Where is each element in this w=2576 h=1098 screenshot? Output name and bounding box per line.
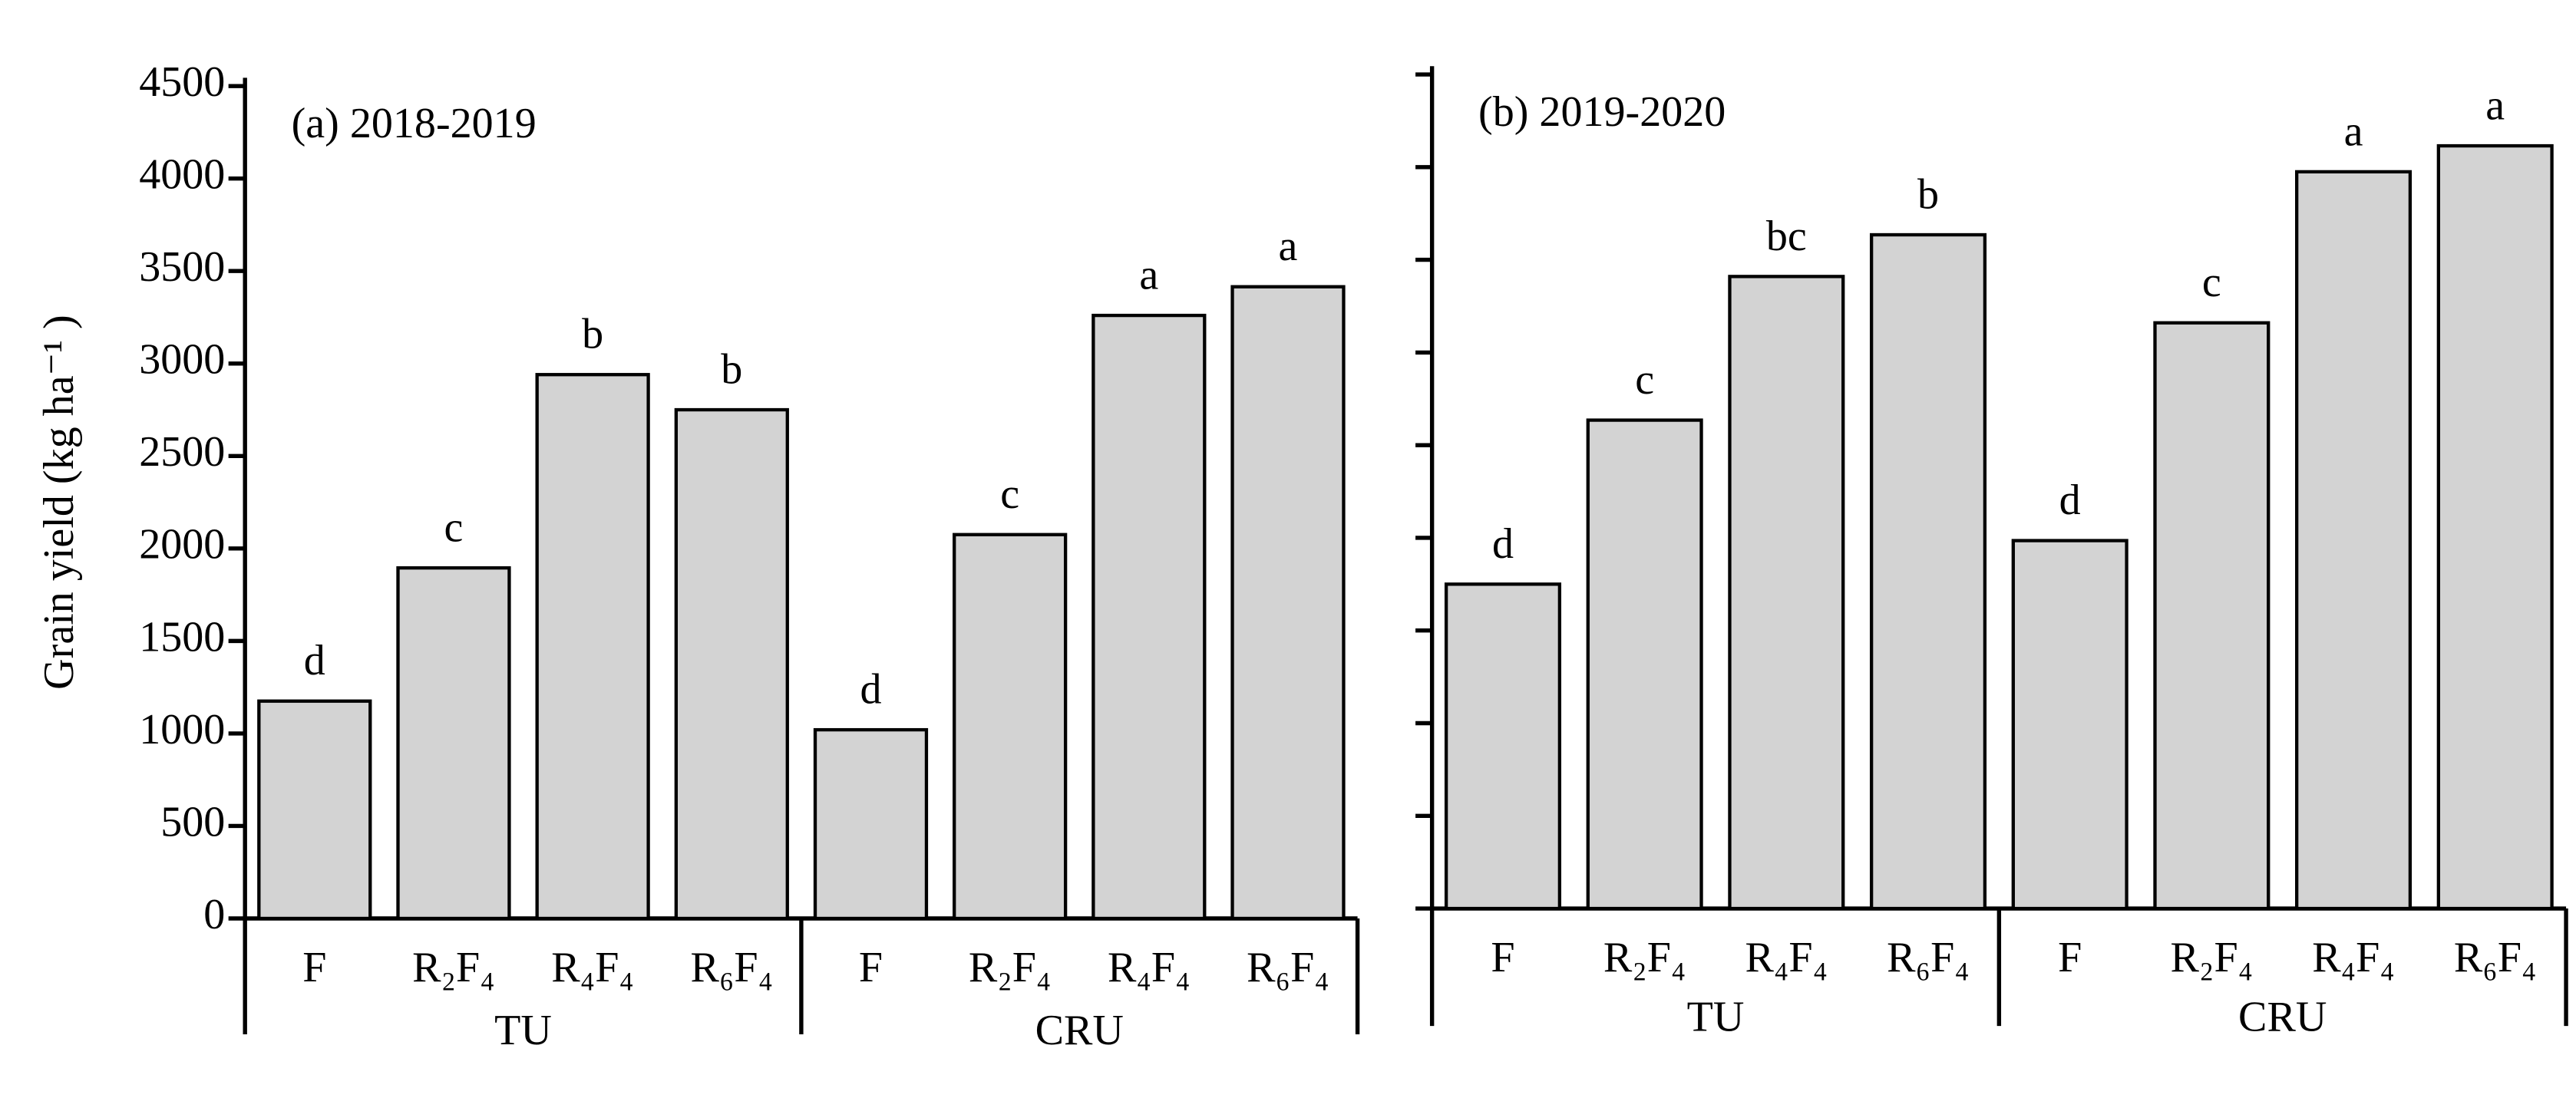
significance-letter: a	[2485, 81, 2505, 129]
significance-letter: a	[2344, 107, 2363, 155]
bar	[257, 699, 372, 921]
significance-letter: c	[444, 504, 464, 552]
significance-letter: c	[2202, 259, 2221, 306]
group-label: TU	[494, 1007, 552, 1054]
x-tick-label: F	[1491, 934, 1514, 981]
y-tick-label: 4000	[139, 151, 225, 199]
bar	[535, 373, 650, 921]
bar	[1728, 275, 1845, 911]
x-tick-label: F	[2058, 934, 2082, 981]
bar	[1586, 418, 1703, 911]
bar	[1230, 285, 1346, 921]
significance-letter: d	[860, 666, 881, 714]
x-tick-label: F	[859, 944, 883, 991]
y-tick-label: 3000	[139, 336, 225, 384]
x-tick-label: R₂F₄	[1603, 934, 1686, 981]
x-tick-label: R₂F₄	[412, 944, 495, 991]
significance-letter: d	[1492, 520, 1514, 568]
y-tick-label: 0	[203, 891, 225, 938]
significance-letter: c	[1635, 356, 1654, 404]
bar	[1444, 582, 1562, 911]
significance-letter: b	[721, 345, 742, 393]
bar	[396, 565, 511, 921]
group-label: CRU	[2238, 994, 2327, 1041]
significance-letter: a	[1279, 223, 1298, 270]
significance-letter: b	[582, 311, 603, 358]
bar	[2153, 321, 2271, 911]
significance-letter: d	[304, 637, 325, 684]
panel-title: (b) 2019-2020	[1478, 88, 1726, 136]
group-label: TU	[1687, 994, 1745, 1041]
significance-letter: b	[1917, 170, 1939, 218]
x-tick-label: R₄F₄	[1745, 934, 1828, 981]
significance-letter: d	[2059, 476, 2081, 524]
y-tick-label: 500	[160, 798, 225, 846]
significance-letter: bc	[1766, 213, 1807, 260]
panel-title: (a) 2018-2019	[292, 100, 537, 147]
bar	[2295, 170, 2413, 911]
x-tick-label: R₆F₄	[2454, 934, 2537, 981]
y-tick-label: 4500	[139, 58, 225, 106]
x-tick-label: R₂F₄	[969, 944, 1052, 991]
group-label: CRU	[1035, 1007, 1124, 1054]
y-tick-label: 3500	[139, 243, 225, 291]
bar	[2011, 539, 2129, 911]
bar	[953, 533, 1068, 921]
y-tick-label: 2500	[139, 428, 225, 476]
bar	[1091, 313, 1207, 921]
x-tick-label: F	[302, 944, 326, 991]
y-tick-label: 1000	[139, 706, 225, 753]
bar	[2436, 143, 2554, 911]
bar	[674, 407, 789, 921]
x-tick-label: R₄F₄	[1108, 944, 1191, 991]
x-tick-label: R₄F₄	[551, 944, 634, 991]
x-tick-label: R₂F₄	[2171, 934, 2254, 981]
significance-letter: a	[1139, 252, 1158, 299]
x-tick-label: R₆F₄	[690, 944, 773, 991]
bar	[813, 727, 929, 921]
bar	[1869, 232, 1987, 911]
y-axis-label: Grain yield (kg ha⁻¹ )	[35, 315, 83, 690]
y-tick-label: 2000	[139, 521, 225, 569]
y-tick-label: 1500	[139, 613, 225, 661]
x-tick-label: R₆F₄	[1887, 934, 1970, 981]
x-tick-label: R₆F₄	[1247, 944, 1329, 991]
significance-letter: c	[1000, 470, 1019, 518]
x-tick-label: R₄F₄	[2312, 934, 2395, 981]
